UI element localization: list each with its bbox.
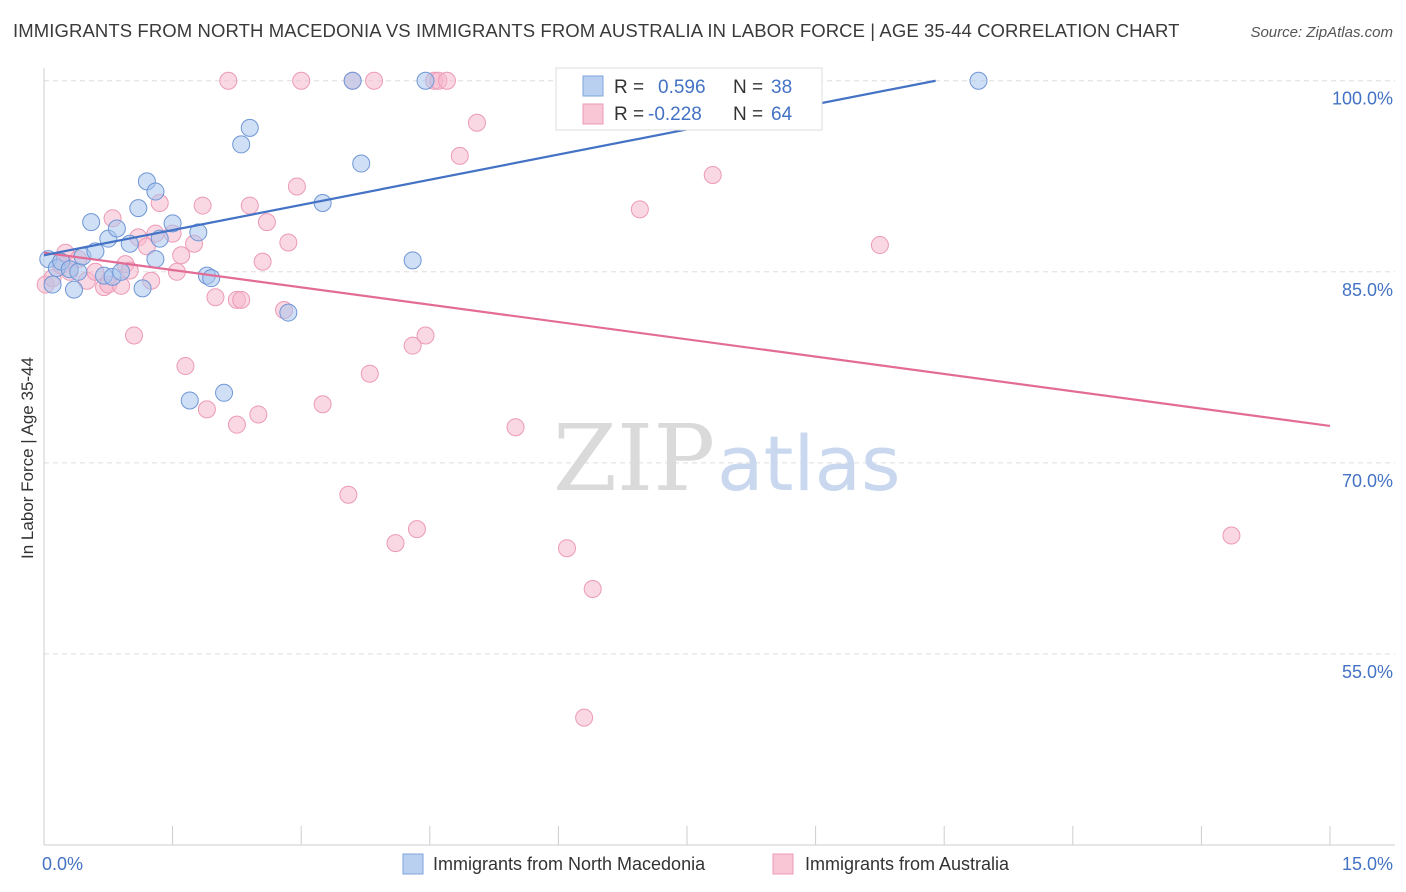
y-tick-label-2: 70.0% bbox=[1342, 471, 1393, 491]
australia-trend-line bbox=[43, 251, 1331, 428]
north-macedonia-point-16 bbox=[129, 199, 148, 218]
legend-r-value-2: -0.228 bbox=[648, 104, 702, 125]
y-axis-title: In Labor Force | Age 35-44 bbox=[18, 357, 37, 559]
australia-point-30 bbox=[227, 415, 246, 434]
bottom-legend-swatch-pink bbox=[772, 853, 794, 875]
australia-point-38 bbox=[287, 177, 306, 196]
australia-point-48 bbox=[416, 326, 435, 345]
chart-title: IMMIGRANTS FROM NORTH MACEDONIA VS IMMIG… bbox=[13, 20, 1180, 41]
north-macedonia-point-22 bbox=[163, 214, 182, 233]
australia-point-43 bbox=[360, 364, 379, 383]
australia-point-55 bbox=[557, 539, 576, 558]
north-macedonia-point-20 bbox=[146, 250, 165, 269]
australia-point-35 bbox=[257, 213, 276, 232]
australia-point-22 bbox=[172, 246, 191, 265]
north-macedonia-point-31 bbox=[313, 194, 332, 213]
legend-r-value-1: 0.596 bbox=[658, 77, 706, 98]
legend-swatch-blue bbox=[582, 75, 604, 97]
north-macedonia-point-37 bbox=[969, 71, 988, 90]
gridlines bbox=[44, 80, 1395, 655]
north-macedonia-point-23 bbox=[189, 223, 208, 242]
north-macedonia-point-32 bbox=[343, 71, 362, 90]
australia-point-60 bbox=[870, 236, 889, 255]
x-tick-label-max: 15.0% bbox=[1342, 854, 1393, 874]
y-tick-labels: 100.0% 85.0% 70.0% 55.0% bbox=[1332, 89, 1393, 682]
north-macedonia-point-26 bbox=[180, 391, 199, 410]
bottom-legend-label-australia: Immigrants from Australia bbox=[805, 854, 1010, 874]
x-tick-label-min: 0.0% bbox=[42, 854, 83, 874]
y-tick-label-3: 55.0% bbox=[1342, 662, 1393, 682]
series-north-macedonia-points bbox=[39, 71, 988, 410]
australia-point-53 bbox=[467, 113, 486, 132]
australia-point-52 bbox=[450, 146, 469, 165]
legend-n-label-1: N = bbox=[733, 77, 763, 98]
trend-lines bbox=[43, 79, 1331, 428]
australia-point-23 bbox=[176, 357, 195, 376]
australia-point-58 bbox=[630, 200, 649, 219]
australia-point-25 bbox=[193, 196, 212, 215]
australia-point-28 bbox=[219, 71, 238, 90]
australia-point-45 bbox=[386, 534, 405, 553]
bottom-legend-label-north-macedonia: Immigrants from North Macedonia bbox=[433, 854, 706, 874]
watermark-atlas: atlas bbox=[717, 419, 901, 508]
north-macedonia-point-28 bbox=[232, 135, 251, 154]
australia-point-39 bbox=[292, 71, 311, 90]
north-macedonia-point-33 bbox=[352, 154, 371, 173]
australia-point-26 bbox=[197, 400, 216, 419]
watermark-zip: ZIP bbox=[553, 405, 715, 512]
australia-point-61 bbox=[1222, 526, 1241, 545]
y-tick-label-0: 100.0% bbox=[1332, 89, 1393, 109]
legend-swatch-pink bbox=[582, 103, 604, 125]
legend-n-value-1: 38 bbox=[771, 77, 792, 98]
north-macedonia-point-17 bbox=[133, 279, 152, 298]
australia-point-14 bbox=[125, 326, 144, 345]
north-macedonia-point-29 bbox=[240, 118, 259, 137]
north-macedonia-point-1 bbox=[43, 275, 62, 294]
australia-point-31 bbox=[232, 290, 251, 309]
australia-point-44 bbox=[365, 71, 384, 90]
north-macedonia-point-19 bbox=[146, 182, 165, 201]
north-macedonia-point-5 bbox=[65, 280, 84, 299]
series-australia-points bbox=[36, 71, 1241, 727]
legend-n-label-2: N = bbox=[733, 104, 763, 125]
north-macedonia-point-8 bbox=[82, 213, 101, 232]
australia-point-56 bbox=[575, 708, 594, 727]
watermark: ZIP atlas bbox=[553, 405, 901, 512]
north-macedonia-point-13 bbox=[107, 219, 126, 238]
north-macedonia-point-34 bbox=[403, 251, 422, 270]
north-macedonia-point-30 bbox=[279, 303, 298, 322]
australia-point-41 bbox=[339, 485, 358, 504]
australia-point-36 bbox=[279, 233, 298, 252]
north-macedonia-point-25 bbox=[202, 269, 221, 288]
australia-point-59 bbox=[703, 165, 722, 184]
australia-point-34 bbox=[253, 252, 272, 271]
australia-point-46 bbox=[403, 336, 422, 355]
legend-r-label-1: R = bbox=[614, 77, 644, 98]
australia-point-51 bbox=[437, 71, 456, 90]
australia-point-32 bbox=[240, 196, 259, 215]
bottom-legend-swatch-blue bbox=[402, 853, 424, 875]
australia-point-40 bbox=[313, 395, 332, 414]
north-macedonia-point-35 bbox=[416, 71, 435, 90]
australia-point-57 bbox=[583, 579, 602, 598]
australia-point-54 bbox=[506, 418, 525, 437]
north-macedonia-point-14 bbox=[112, 262, 131, 281]
north-macedonia-point-27 bbox=[215, 383, 234, 402]
australia-point-33 bbox=[249, 405, 268, 424]
y-tick-label-1: 85.0% bbox=[1342, 280, 1393, 300]
australia-point-47 bbox=[407, 520, 426, 539]
source-label: Source: ZipAtlas.com bbox=[1250, 24, 1393, 41]
legend-r-label-2: R = bbox=[614, 104, 644, 125]
australia-point-27 bbox=[206, 288, 225, 307]
north-macedonia-point-6 bbox=[69, 262, 88, 281]
series-legend: Immigrants from North Macedonia Immigran… bbox=[402, 853, 1010, 875]
axes bbox=[43, 68, 1395, 846]
stats-legend: R = 0.596 N = 38 R = -0.228 N = 64 bbox=[555, 67, 823, 131]
legend-n-value-2: 64 bbox=[771, 104, 793, 125]
